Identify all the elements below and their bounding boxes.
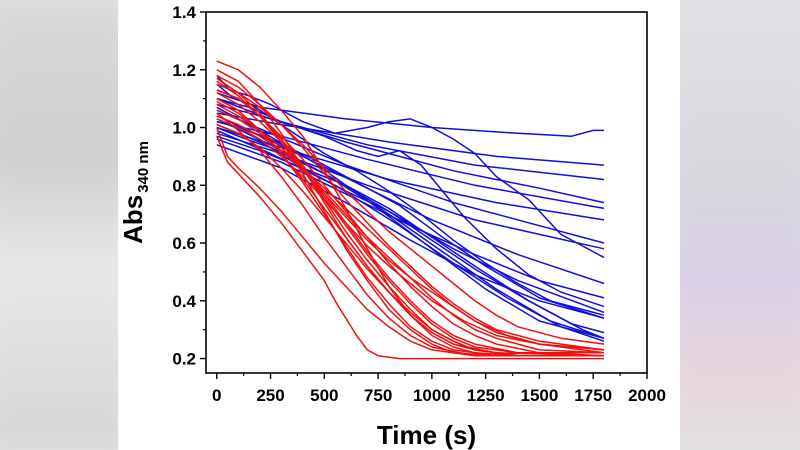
x-tick-label: 0 (212, 386, 221, 405)
y-tick-label: 0.6 (172, 234, 196, 253)
series-line-red-9 (216, 103, 605, 354)
series-line-red-6 (216, 135, 604, 360)
y-tick-label: 0.4 (172, 292, 196, 311)
y-tick-label: 1.4 (172, 3, 196, 22)
x-tick-label: 1750 (574, 386, 612, 405)
series-line-blue-15 (216, 106, 605, 340)
x-axis-ticks: 0 250 500 750 1000 1250 1500 1750 2000 (212, 373, 666, 405)
plot-frame (205, 11, 648, 374)
y-axis-title: Abs 340 nm (118, 141, 152, 244)
series-line-red-18 (216, 115, 605, 351)
series-line-red-16 (216, 100, 605, 357)
series-line-red-5 (216, 127, 604, 357)
series-line-red-10 (216, 92, 604, 354)
series-line-red-19 (216, 77, 604, 357)
series-line-red-13 (216, 74, 605, 351)
series-line-blue-8 (216, 132, 605, 250)
series-line-blue-20 (216, 75, 605, 259)
x-tick-label: 1000 (413, 386, 451, 405)
x-tick-label: 250 (256, 386, 284, 405)
y-axis-title-main: Abs (118, 195, 148, 244)
chart-panel: 0 250 500 750 1000 1250 1500 1750 2000 0.2 0.4 0.6… (118, 0, 680, 450)
background-blur-right (660, 0, 800, 450)
series-line-blue-21 (216, 97, 605, 308)
background-blur-left (0, 0, 140, 450)
y-axis-ticks: 0.2 0.4 0.6 0.8 1.0 1.2 1.4 (172, 3, 206, 369)
series-line-blue-19 (216, 83, 605, 316)
x-tick-label: 1500 (521, 386, 559, 405)
series-line-red-11 (216, 118, 605, 351)
series-line-red-1 (216, 60, 604, 357)
y-tick-label: 0.8 (172, 176, 196, 195)
y-tick-label: 1.2 (172, 61, 196, 80)
series-line-blue-1 (216, 92, 604, 137)
series-line-red-17 (216, 89, 605, 357)
absorbance-chart: 0 250 500 750 1000 1250 1500 1750 2000 0.2 0.4 0.6… (118, 3, 666, 450)
y-axis-title-subscript: 340 nm (135, 141, 152, 193)
x-tick-label: 2000 (628, 386, 666, 405)
series-layer (216, 60, 605, 360)
x-tick-label: 750 (364, 386, 392, 405)
y-tick-label: 1.0 (172, 119, 196, 138)
series-line-blue-12 (216, 144, 605, 319)
x-tick-label: 500 (310, 386, 338, 405)
x-axis-title: Time (s) (377, 420, 476, 450)
series-line-blue-7 (216, 109, 605, 244)
series-line-blue-18 (216, 135, 605, 334)
series-line-red-4 (216, 112, 604, 357)
x-tick-label: 1250 (467, 386, 505, 405)
y-tick-label: 0.2 (172, 350, 196, 369)
